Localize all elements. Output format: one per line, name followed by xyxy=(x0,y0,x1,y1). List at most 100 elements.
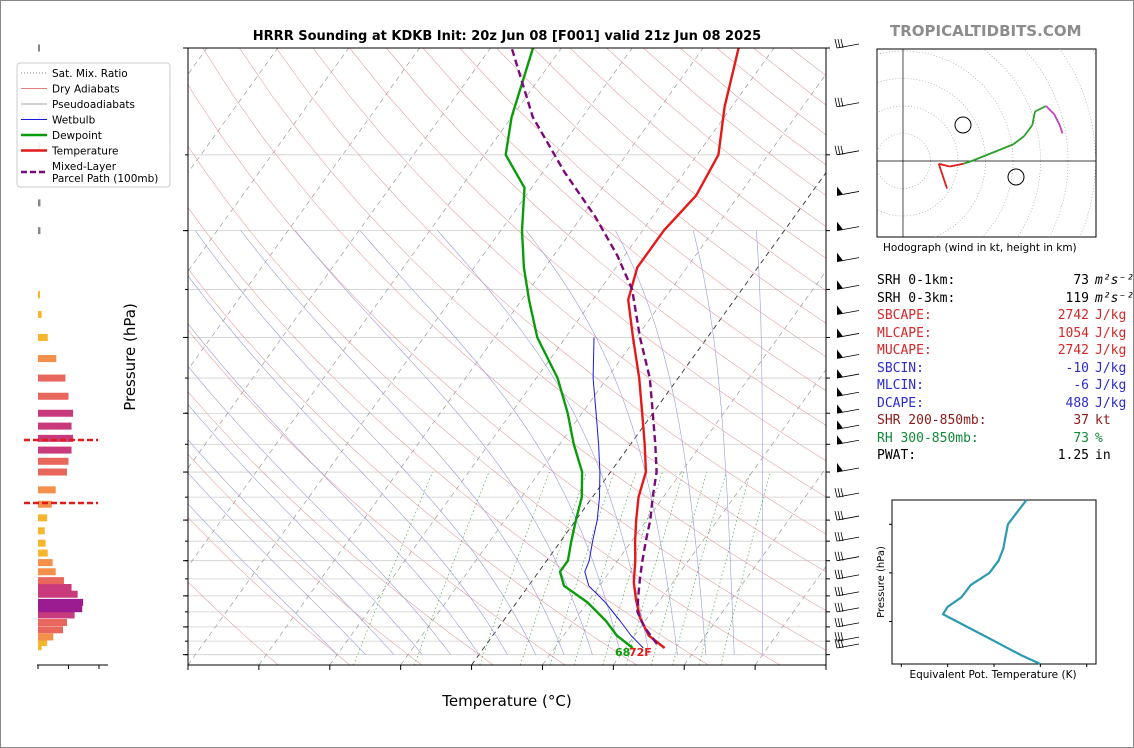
theta-e-ylabel: Pressure (hPa) xyxy=(876,546,887,618)
param-value: 1054 xyxy=(1057,325,1089,341)
param-label: DCAPE: xyxy=(877,395,924,411)
isotherm xyxy=(188,48,491,469)
dry-adiabat xyxy=(188,453,422,665)
moist-adiabat xyxy=(756,230,763,655)
omega-bar xyxy=(38,422,72,430)
omega-bar xyxy=(38,514,48,522)
moist-adiabat xyxy=(240,230,565,655)
omega-bar xyxy=(38,598,84,606)
omega-bar xyxy=(38,539,46,547)
wind-barb xyxy=(834,602,860,613)
mixing-ratio-line xyxy=(549,471,615,665)
skew-t-axes-frame xyxy=(187,47,827,666)
surface-dewpoint-label: 68 xyxy=(615,646,630,659)
y-axis-label: Pressure (hPa) xyxy=(121,303,139,411)
wind-barb xyxy=(836,280,860,290)
hodograph-segment xyxy=(1034,105,1047,113)
omega-bar xyxy=(38,611,75,619)
param-row: SBCAPE: 2742 J/kg xyxy=(877,307,1134,325)
param-value: 37 xyxy=(1073,413,1089,428)
isotherm xyxy=(471,171,826,665)
wind-barb xyxy=(836,221,860,232)
wind-barb xyxy=(836,328,860,338)
isotherm xyxy=(542,270,826,665)
param-row: MLCIN: -6 J/kg xyxy=(877,377,1134,395)
moist-adiabat xyxy=(188,503,338,655)
omega-bar xyxy=(38,291,40,299)
hodograph-segment xyxy=(937,163,948,189)
param-row: MUCAPE: 2742 J/kg xyxy=(877,342,1134,360)
moist-adiabat xyxy=(195,230,536,655)
param-label: SBCAPE: xyxy=(877,308,932,323)
series-wetbulb xyxy=(584,337,644,649)
moist-adiabat xyxy=(359,230,622,655)
omega-bar xyxy=(38,355,57,363)
omega-bar xyxy=(38,311,42,319)
omega-bar xyxy=(38,639,48,647)
theta-e-xlabel: Equivalent Pot. Temperature (K) xyxy=(909,669,1076,681)
right-mover-marker xyxy=(1007,168,1025,186)
hodograph-segment xyxy=(985,149,1000,157)
mixing-ratio-line xyxy=(625,471,684,665)
dry-adiabat xyxy=(239,48,826,573)
wind-barb xyxy=(836,369,860,379)
param-unit: m²s⁻² xyxy=(1095,273,1134,288)
param-unit: m²s⁻² xyxy=(1095,290,1134,306)
omega-bar xyxy=(38,577,64,585)
param-row: SBCIN: -10 J/kg xyxy=(877,360,1134,378)
omega-bar xyxy=(38,486,56,494)
param-value: 488 xyxy=(1065,395,1089,411)
isotherm xyxy=(188,48,279,174)
legend-label: Sat. Mix. Ratio xyxy=(52,68,128,80)
hodograph-segment xyxy=(1058,124,1064,134)
isotherm xyxy=(188,48,562,568)
moist-adiabat xyxy=(188,472,366,655)
dry-adiabat xyxy=(188,329,566,665)
omega-bar xyxy=(38,457,69,465)
left-mover-marker xyxy=(954,116,972,134)
omega-panel xyxy=(24,44,108,669)
omega-bar xyxy=(38,392,69,400)
legend-label: Pseudoadiabats xyxy=(52,99,135,111)
hodograph-segment xyxy=(1031,111,1036,126)
legend-label: Wetbulb xyxy=(52,115,96,127)
dry-adiabat xyxy=(386,48,826,426)
hodograph-segment xyxy=(963,160,973,165)
theta-e-panel: Equivalent Pot. Temperature (K) Pressure… xyxy=(876,499,1097,681)
param-label: SRH 0-1km: xyxy=(877,273,956,288)
dry-adiabat xyxy=(188,517,351,665)
theta-e-frame xyxy=(891,499,1097,665)
hodograph-segment xyxy=(938,162,950,168)
moist-adiabat xyxy=(692,230,735,655)
theta-e-profile xyxy=(941,499,1041,666)
series-mixed-layer-parcel-path-mb- xyxy=(510,48,658,645)
param-value: 73 xyxy=(1073,273,1089,288)
moist-adiabat xyxy=(188,439,395,655)
dry-adiabat xyxy=(188,391,494,665)
hodograph-segment xyxy=(1045,105,1055,115)
omega-bar xyxy=(38,618,67,626)
omega-bar xyxy=(38,446,72,454)
legend-label: Dry Adiabats xyxy=(52,84,120,96)
omega-bar xyxy=(38,409,74,417)
param-label: MLCAPE: xyxy=(877,325,932,341)
param-value: 1.25 xyxy=(1057,448,1089,463)
mixing-ratio-line xyxy=(651,471,708,665)
wind-barb xyxy=(834,532,860,542)
wind-barb xyxy=(836,435,860,445)
dry-adiabat xyxy=(188,207,709,665)
param-row: SHR 200-850mb: 37 kt xyxy=(877,412,1134,430)
mixing-ratio-line xyxy=(520,471,587,665)
mixing-ratio-line xyxy=(720,471,771,665)
wind-barbs xyxy=(834,38,860,649)
wind-barb xyxy=(836,404,860,414)
omega-bar xyxy=(38,590,78,598)
wind-barb xyxy=(836,420,860,430)
hodograph-segment xyxy=(1012,135,1025,146)
wind-barb xyxy=(834,38,860,49)
hodograph-segment xyxy=(971,154,986,162)
moist-adiabat xyxy=(188,323,480,655)
omega-bar xyxy=(38,559,53,567)
isotherm xyxy=(400,73,826,665)
mixing-ratio-line xyxy=(353,471,433,665)
